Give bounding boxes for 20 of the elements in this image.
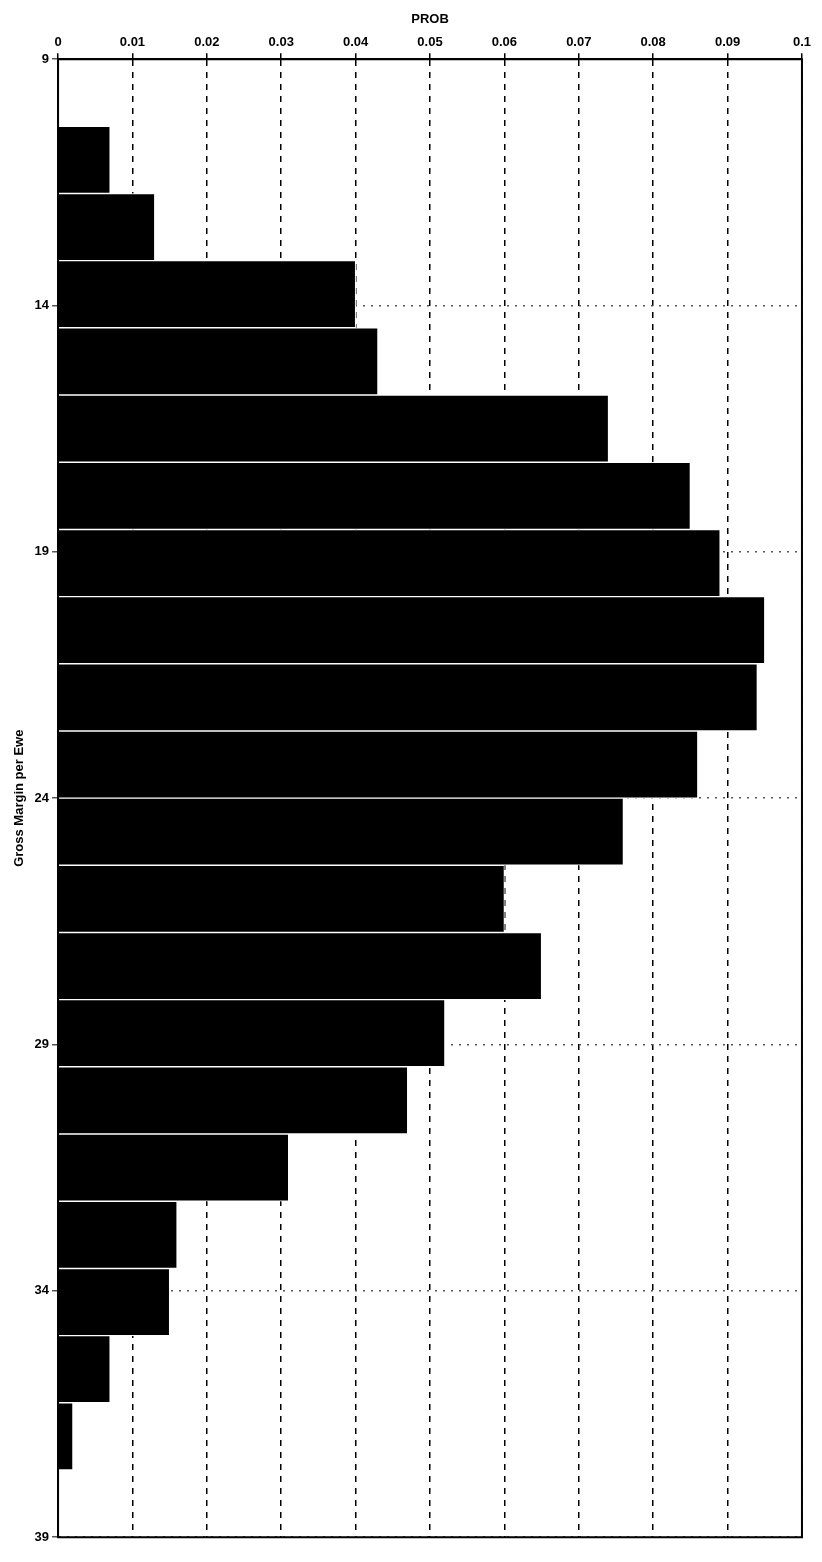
x-tick-label: 0.02 — [194, 33, 220, 49]
y-tick-label: 39 — [34, 1528, 50, 1544]
x-tick-label: 0 — [54, 33, 62, 49]
y-tick-label: 34 — [34, 1282, 50, 1298]
y-tick-label: 14 — [34, 297, 50, 313]
y-tick-label: 9 — [41, 50, 50, 66]
x-tick-label: 0.1 — [792, 33, 811, 49]
y-axis-title: Gross Margin per Ewe — [11, 729, 27, 867]
x-tick-label: 0.07 — [566, 33, 592, 49]
x-tick-label: 0.05 — [417, 33, 443, 49]
x-tick-label: 0.01 — [119, 33, 146, 49]
x-tick-label: 0.09 — [714, 33, 741, 49]
y-tick-label: 24 — [34, 789, 50, 805]
x-tick-label: 0.08 — [640, 33, 666, 49]
x-tick-label: 0.04 — [342, 33, 370, 49]
x-tick-label: 0.06 — [491, 33, 518, 49]
x-axis-title: PROB — [411, 11, 449, 27]
y-tick-label: 19 — [34, 543, 50, 559]
y-tick-label: 29 — [34, 1036, 50, 1052]
x-tick-label: 0.03 — [268, 33, 294, 49]
